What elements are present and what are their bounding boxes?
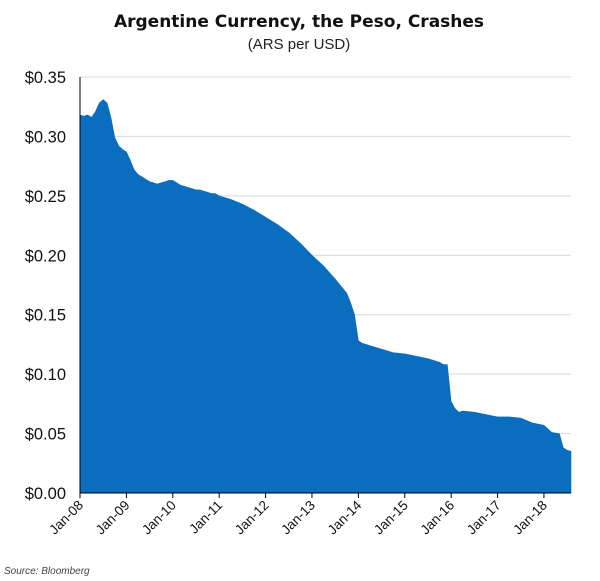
x-tick-label: Jan-11 — [186, 498, 225, 537]
plot-area — [79, 99, 572, 494]
source-note: Source: Bloomberg — [4, 566, 90, 577]
y-tick-label: $0.30 — [25, 128, 66, 146]
x-tick-label: Jan-12 — [232, 498, 272, 538]
x-tick-label: Jan-17 — [464, 498, 504, 538]
y-tick-label: $0.20 — [25, 247, 66, 265]
y-tick-label: $0.00 — [25, 485, 66, 503]
y-tick-label: $0.10 — [25, 366, 66, 384]
y-tick-label: $0.35 — [25, 69, 66, 87]
x-tick-label: Jan-16 — [417, 498, 457, 538]
x-tick-label: Jan-09 — [93, 498, 133, 538]
x-tick-label: Jan-13 — [278, 498, 318, 538]
y-axis-ticks: $0.00 $0.05 $0.10 $0.15 $0.20 $0.25 $0.30 $0.35 — [25, 69, 66, 503]
x-tick-label: Jan-08 — [46, 498, 86, 538]
y-tick-label: $0.05 — [25, 426, 66, 444]
chart-subtitle: (ARS per USD) — [248, 36, 351, 53]
series-area — [79, 99, 572, 494]
x-tick-label: Jan-10 — [139, 498, 179, 538]
chart-title: Argentine Currency, the Peso, Crashes — [114, 12, 484, 32]
x-tick-label: Jan-14 — [325, 497, 365, 537]
x-tick-label: Jan-15 — [371, 498, 411, 538]
y-tick-label: $0.25 — [25, 188, 66, 206]
axes — [79, 77, 571, 494]
x-tick-label: Jan-18 — [510, 498, 550, 538]
x-axis-ticks: Jan-08 Jan-09 Jan-10 Jan-11 Jan-12 Jan-13 Jan-… — [46, 493, 550, 537]
y-tick-label: $0.15 — [25, 307, 66, 325]
